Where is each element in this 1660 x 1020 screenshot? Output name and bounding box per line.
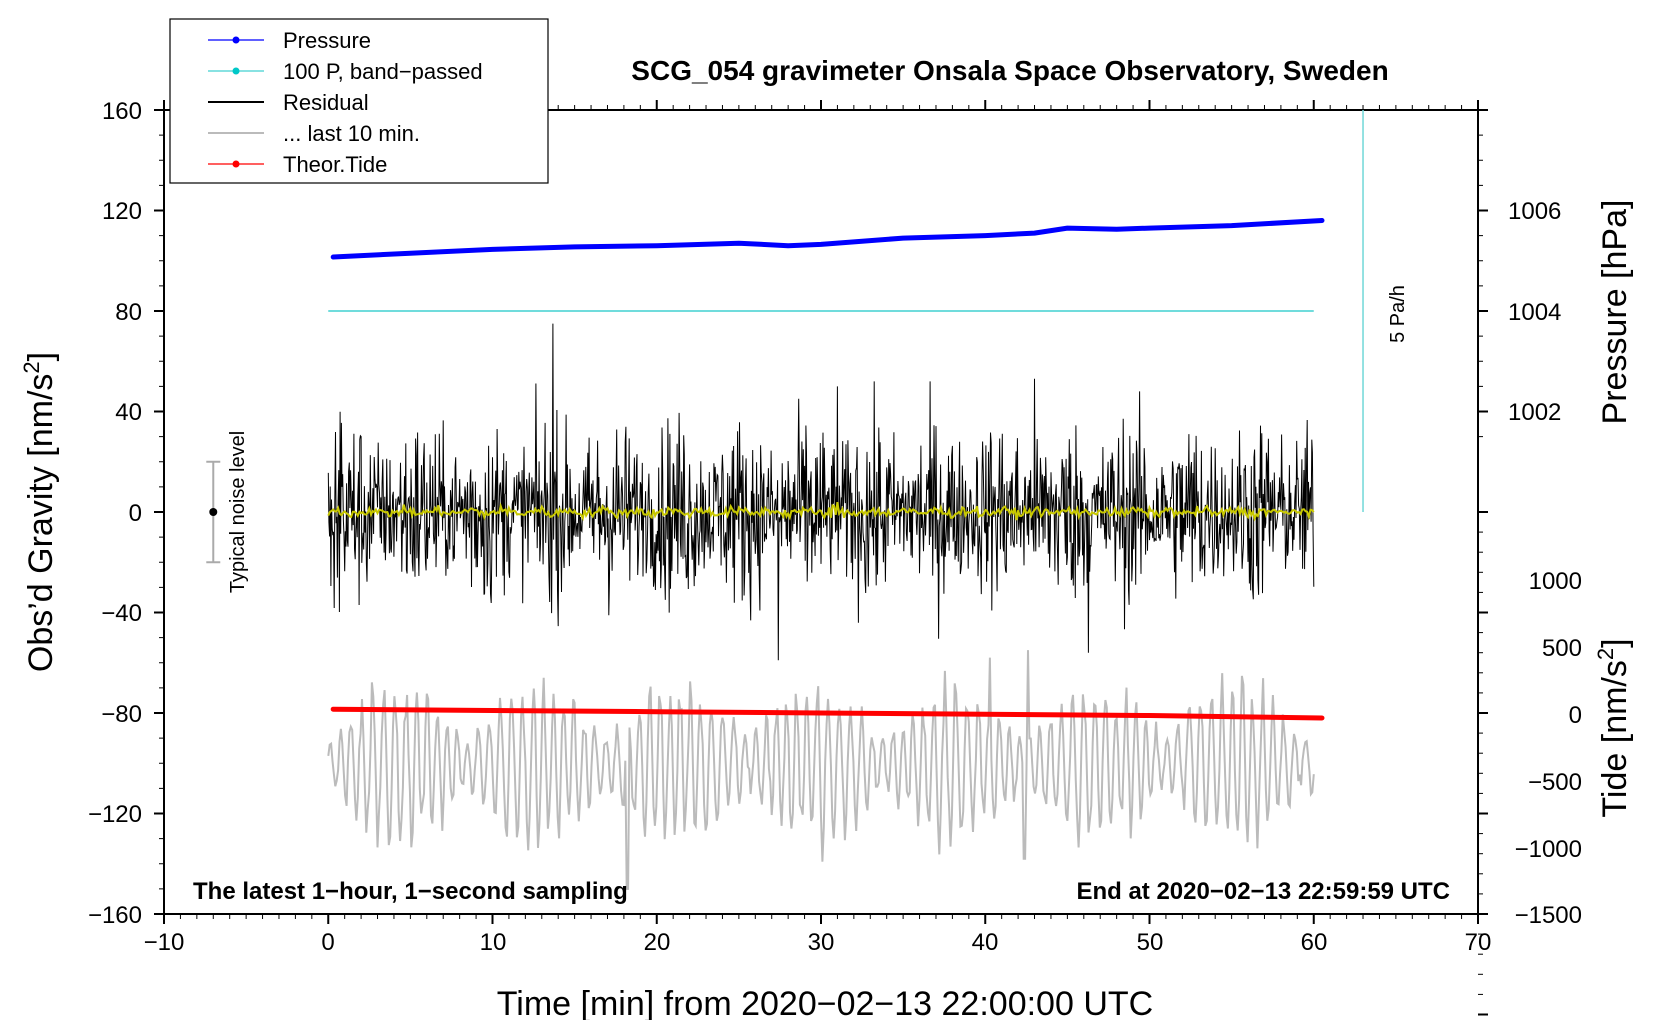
y-axis-title-main: Obs’d Gravity [nm/s xyxy=(22,374,60,673)
pressure-tick-label: 1006 xyxy=(1508,198,1561,225)
tide-axis-title-end: ] xyxy=(1596,638,1634,647)
x-axis-title: Time [min] from 2020−02−13 22:00:00 UTC xyxy=(497,985,1153,1020)
legend-label: Residual xyxy=(283,90,369,115)
legend-marker-pressure xyxy=(232,36,240,44)
filtered-residual-line xyxy=(327,501,1315,522)
tide-axis-title-sup: 2 xyxy=(1593,648,1618,660)
tide-tick-labels: 1000 500 0 −500 −1000 −1500 xyxy=(1515,568,1582,929)
legend-label: Theor.Tide xyxy=(283,152,387,177)
tide-tick-label: 0 xyxy=(1569,702,1582,729)
y-tick-label: −120 xyxy=(88,801,142,828)
legend-label: 100 P, band−passed xyxy=(283,59,483,84)
tide-tick-label: −1000 xyxy=(1515,836,1582,863)
tide-axis-title: Tide [nm/s2] xyxy=(1593,638,1634,817)
y-tick-label: 40 xyxy=(115,399,142,426)
legend: Pressure 100 P, band−passed Residual ...… xyxy=(169,18,549,184)
x-tick-label: 50 xyxy=(1137,929,1164,956)
x-tick-label: 40 xyxy=(972,929,999,956)
tide-tick-label: −1500 xyxy=(1515,902,1582,929)
residual-line xyxy=(327,323,1315,661)
legend-entry-residual: Residual xyxy=(208,90,369,115)
y-tick-label: 120 xyxy=(102,198,142,225)
last-10-min-line xyxy=(327,650,1315,890)
x-tick-label: 20 xyxy=(644,929,671,956)
sampling-note: The latest 1−hour, 1−second sampling xyxy=(193,878,628,905)
legend-label: ... last 10 min. xyxy=(283,121,420,146)
x-tick-labels: −10 0 10 20 30 40 50 60 70 xyxy=(144,929,1492,956)
x-tick-label: 70 xyxy=(1465,929,1492,956)
y-tick-label: −40 xyxy=(101,600,142,627)
legend-label: Pressure xyxy=(283,28,371,53)
x-tick-label: −10 xyxy=(144,929,185,956)
y-axis-title-end: ] xyxy=(22,352,60,361)
data-series xyxy=(206,110,1364,890)
pressure-axis-title: Pressure [hPa] xyxy=(1596,200,1634,425)
y-tick-label: 160 xyxy=(102,98,142,125)
y-axis-title: Obs’d Gravity [nm/s2] xyxy=(19,352,60,672)
theor-tide-line xyxy=(330,706,1325,721)
tide-axis-title-main: Tide [nm/s xyxy=(1596,660,1634,817)
y-tick-label: 80 xyxy=(115,299,142,326)
chart-title: SCG_054 gravimeter Onsala Space Observat… xyxy=(631,55,1388,86)
tide-tick-label: 500 xyxy=(1542,635,1582,662)
legend-entry-last-10-min: ... last 10 min. xyxy=(208,121,420,146)
noise-level-label: Typical noise level xyxy=(227,431,249,593)
pressure-tick-labels: 1006 1004 1002 xyxy=(1508,198,1561,426)
x-tick-label: 0 xyxy=(321,929,334,956)
x-tick-label: 10 xyxy=(480,929,507,956)
y-tick-label: −80 xyxy=(101,701,142,728)
x-tick-label: 60 xyxy=(1301,929,1328,956)
rate-label: 5 Pa/h xyxy=(1387,285,1409,343)
pressure-tick-label: 1004 xyxy=(1508,299,1561,326)
tide-tick-label: 1000 xyxy=(1529,568,1582,595)
legend-entry-bandpassed: 100 P, band−passed xyxy=(208,59,483,84)
noise-bar-center xyxy=(209,508,218,516)
pressure-tick-label: 1002 xyxy=(1508,399,1561,426)
legend-marker-theor-tide xyxy=(232,160,240,168)
x-tick-label: 30 xyxy=(808,929,835,956)
y-axis-title-sup: 2 xyxy=(19,361,44,373)
y-tick-label: 0 xyxy=(129,500,142,527)
pressure-line xyxy=(330,218,1325,260)
y-tick-labels: 160 120 80 40 0 −40 −80 −120 −160 xyxy=(88,98,142,929)
tide-tick-label: −500 xyxy=(1528,769,1582,796)
y-tick-label: −160 xyxy=(88,902,142,929)
legend-entry-pressure: Pressure xyxy=(208,28,371,53)
legend-marker-bandpassed xyxy=(232,67,240,75)
legend-entry-theor-tide: Theor.Tide xyxy=(208,152,387,177)
end-time-note: End at 2020−02−13 22:59:59 UTC xyxy=(1076,878,1450,905)
